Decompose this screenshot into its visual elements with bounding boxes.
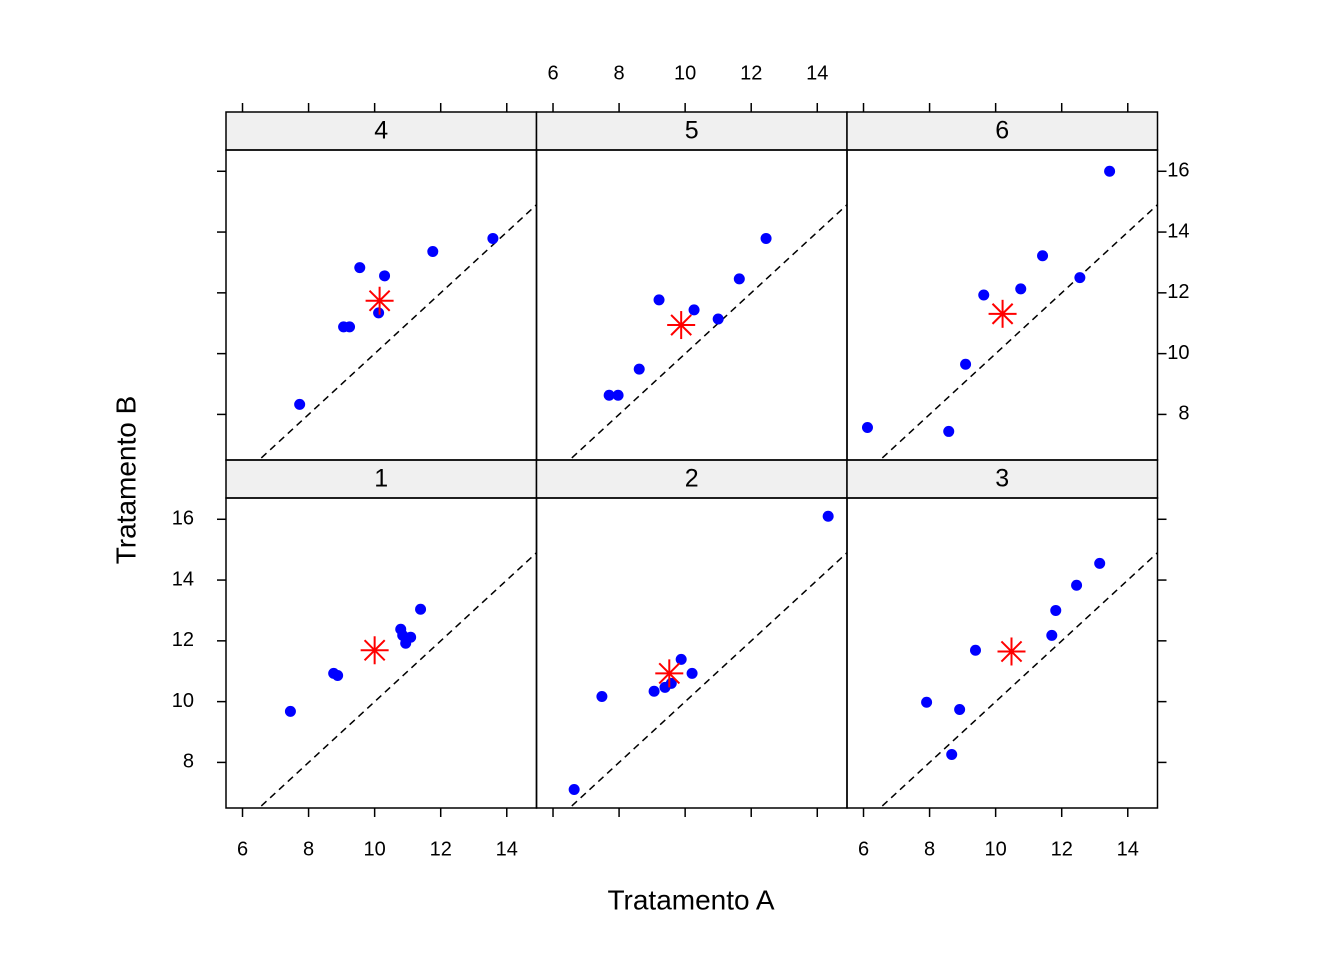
point [1074,272,1086,284]
x-tick-label: 6 [547,62,558,84]
reference-line [878,552,1158,808]
x-tick-label: 14 [1117,838,1139,860]
y-tick-label: 12 [1167,281,1189,303]
point [648,685,660,697]
point [379,270,391,282]
y-tick-label: 10 [172,690,194,712]
point [1094,557,1106,569]
x-axis-label: Tratamento A [607,884,774,915]
point [861,421,873,433]
x-tick-label: 10 [364,838,386,860]
point [596,690,608,702]
x-tick-label: 8 [924,838,935,860]
mean-point [667,311,696,340]
panel-plot [568,204,847,460]
point [294,398,306,410]
point [344,321,356,333]
panel-frame [535,497,848,809]
y-tick-label: 16 [172,508,194,530]
mean-point [360,636,389,665]
point [415,603,427,615]
mean-point [655,659,684,688]
point [1050,604,1062,616]
panel-frame [846,497,1159,809]
x-tick-label: 14 [806,62,828,84]
point [603,389,615,401]
y-tick-label: 14 [1167,220,1189,242]
point [427,246,439,258]
x-tick-label: 6 [858,838,869,860]
y-tick-label: 10 [1167,342,1189,364]
x-tick-label: 12 [1051,838,1073,860]
panel-frame [846,149,1159,461]
point [653,294,665,306]
y-tick-label: 8 [183,751,194,773]
x-tick-label: 12 [430,838,452,860]
panel-frame [225,497,538,809]
point [487,232,499,244]
point [568,783,580,795]
point [612,389,624,401]
point [960,358,972,370]
strip-label: 1 [374,465,388,493]
mean-point [988,299,1017,328]
strip-label: 5 [685,117,699,145]
y-axis-label: Tratamento B [110,396,141,565]
panel-plot [257,552,537,808]
panel-plot [257,204,537,460]
point [332,669,344,681]
point [688,304,700,316]
point [1037,250,1049,262]
point [1015,283,1027,295]
y-tick-label: 14 [172,568,194,590]
point [954,704,966,716]
panel-frame [225,149,538,461]
point [1104,165,1116,177]
point [354,262,366,274]
strip-label: 4 [374,117,388,145]
x-tick-label: 12 [740,62,762,84]
point [405,631,417,643]
panel-plot [861,165,1158,460]
panel-plot [568,510,847,808]
reference-line [257,552,537,808]
point [978,289,990,301]
point [943,425,955,437]
point [946,749,958,761]
point [1071,579,1083,591]
point [760,232,772,244]
strip-label: 6 [995,117,1009,145]
x-tick-label: 10 [985,838,1007,860]
strip [535,111,848,151]
point [284,705,296,717]
point [921,696,933,708]
y-tick-label: 16 [1167,160,1189,182]
panel-plot [878,552,1158,808]
reference-line [257,204,537,460]
point [969,644,981,656]
x-tick-label: 8 [303,838,314,860]
reference-line [568,204,847,460]
x-tick-label: 14 [496,838,518,860]
mean-point [997,637,1026,666]
point [733,273,745,285]
point [675,653,687,665]
point [686,667,698,679]
y-tick-label: 12 [172,629,194,651]
strip-label: 3 [995,465,1009,493]
y-tick-label: 8 [1178,403,1189,425]
strip [225,459,538,499]
point [633,363,645,375]
strip-label: 2 [685,465,699,493]
x-tick-label: 8 [614,62,625,84]
point [822,510,834,522]
point [1046,629,1058,641]
reference-line [878,204,1158,460]
x-tick-label: 10 [674,62,696,84]
point [712,313,724,325]
x-tick-label: 6 [237,838,248,860]
mean-point [365,286,394,315]
reference-line [568,552,847,808]
